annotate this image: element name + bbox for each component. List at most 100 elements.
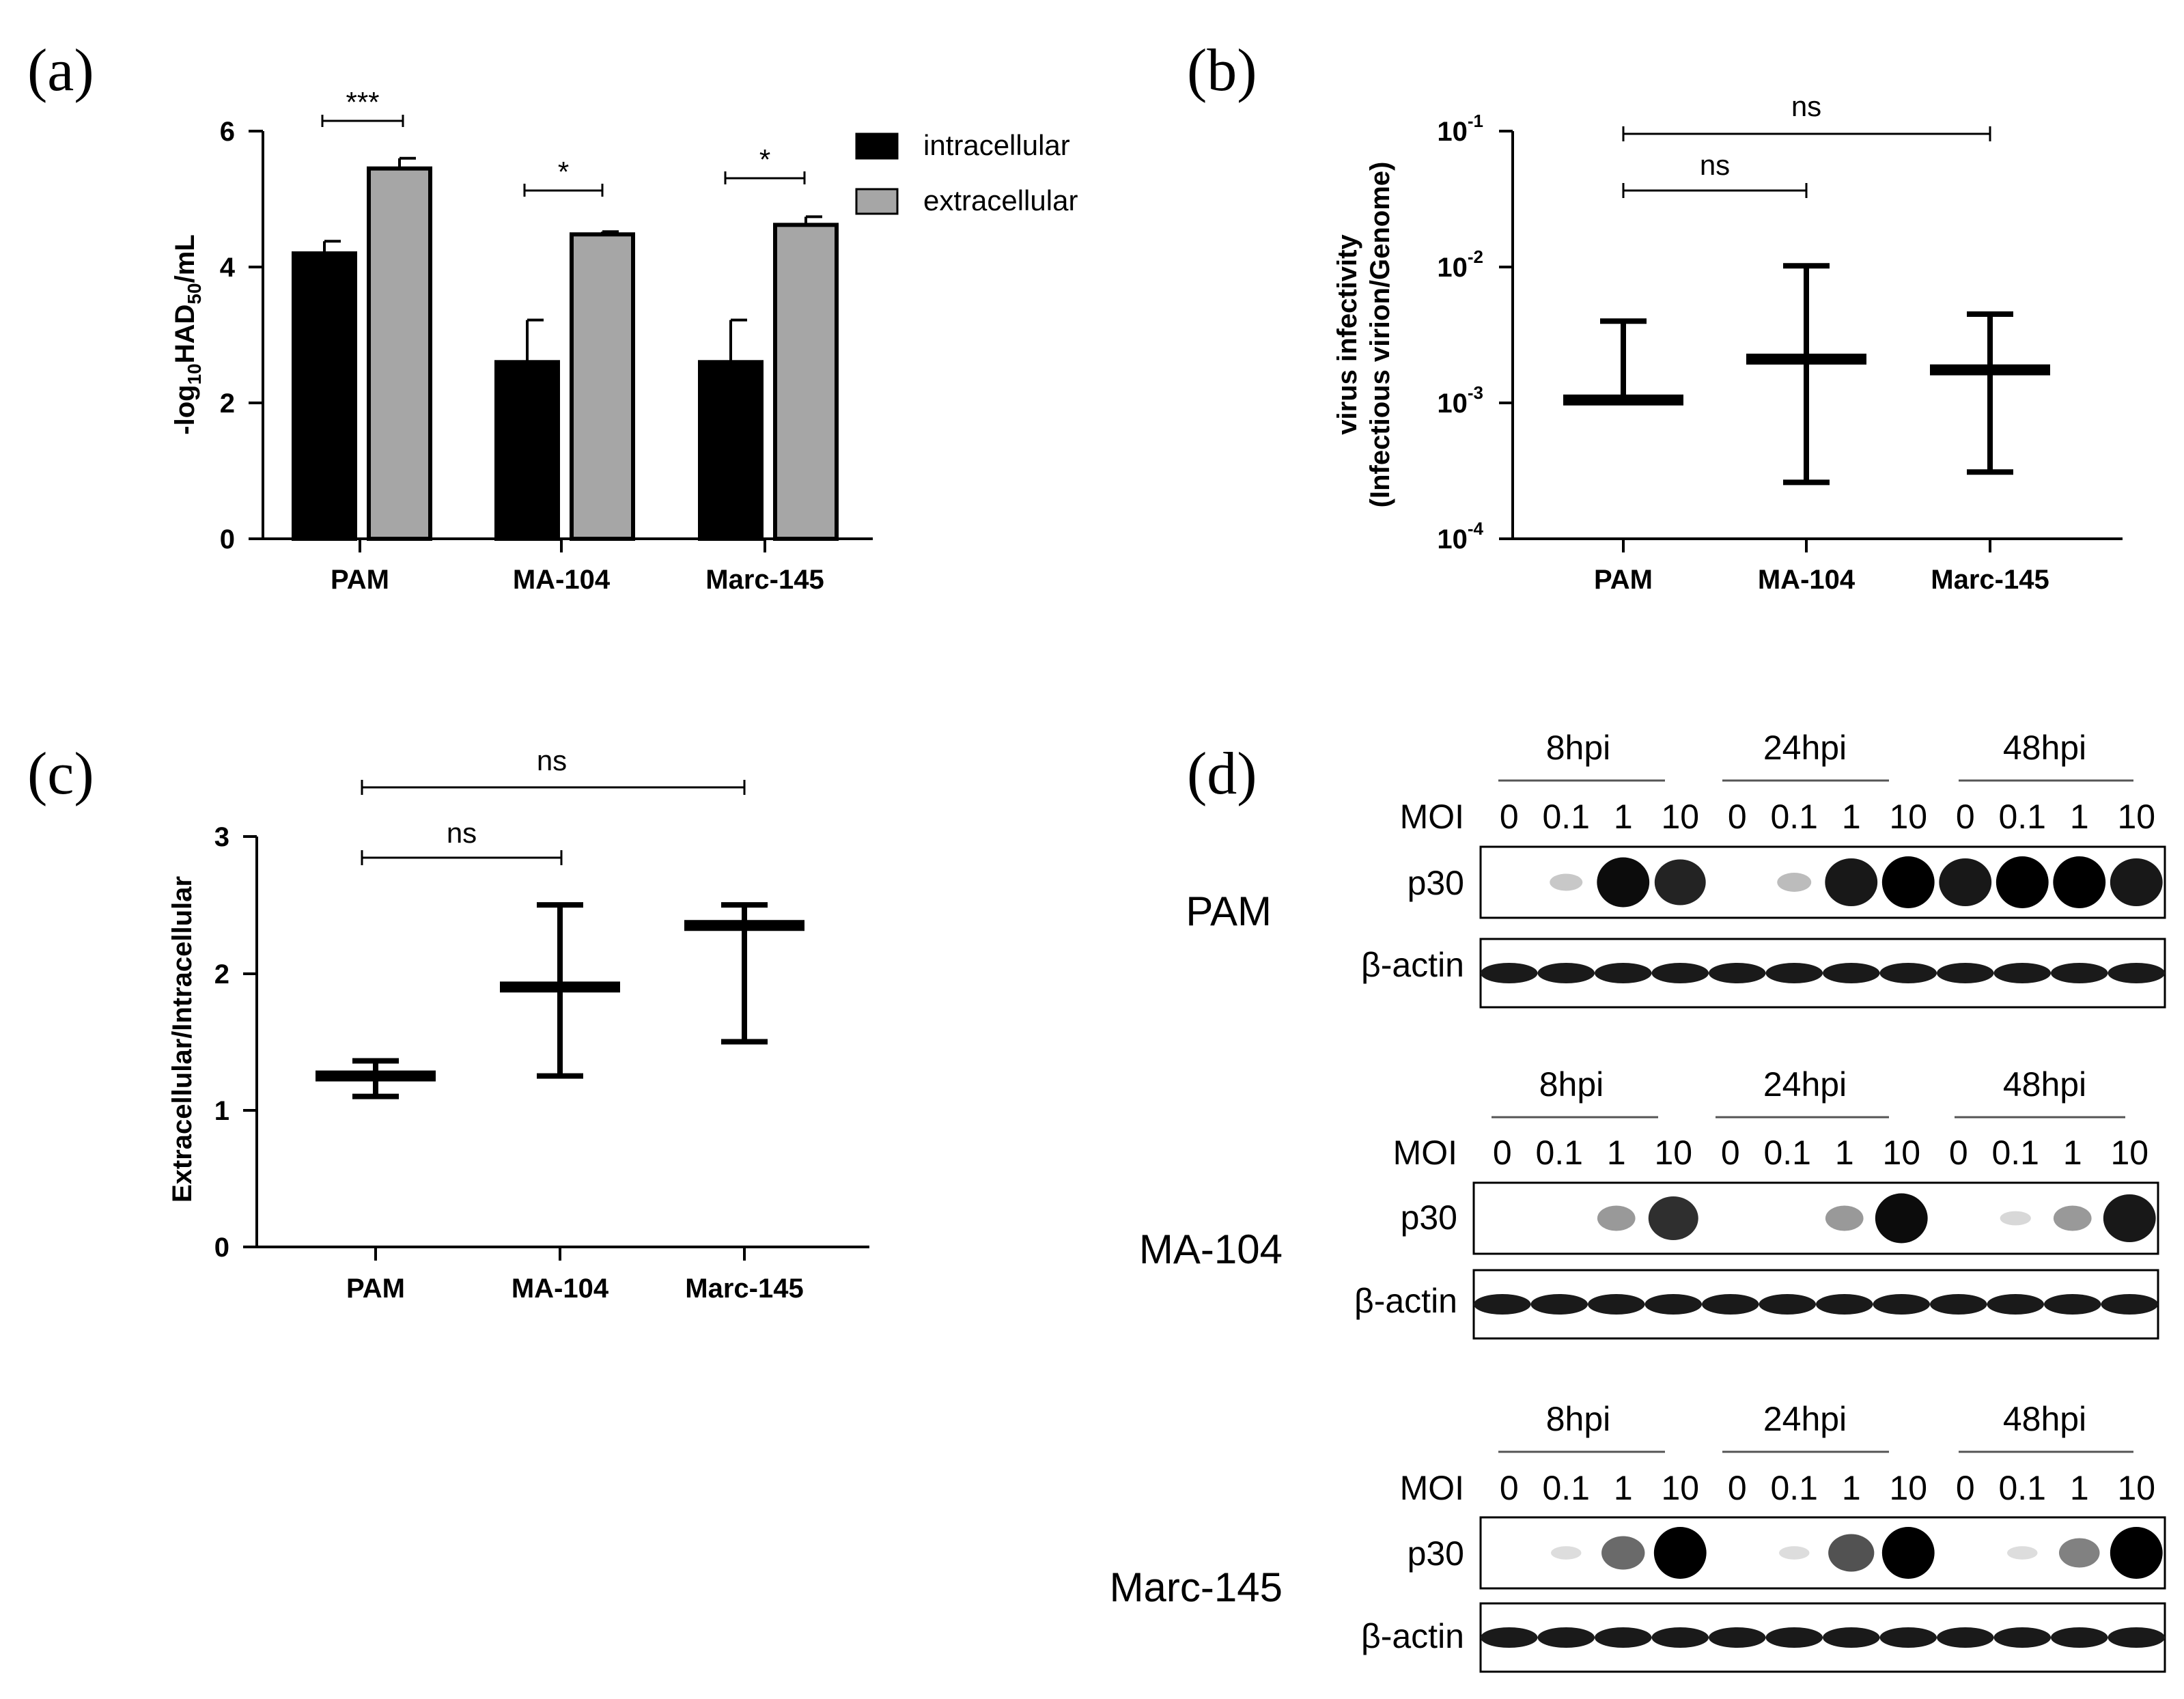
actin-band [1595,1627,1652,1648]
moi-value: 1 [1607,1134,1626,1172]
p30-band [2053,1205,2092,1231]
actin-band [2051,963,2108,983]
actin-membrane [1479,938,2166,1009]
y-tick-label: 0 [220,524,235,554]
p30-membrane-frame [1479,1516,2166,1590]
moi-value: 0 [1728,798,1747,836]
actin-band [2108,963,2165,983]
x-label-c-pam: PAM [346,1274,405,1304]
band-label-actin: β-actin [1354,1282,1457,1320]
actin-band [1588,1294,1645,1315]
p30-band [1825,858,1878,906]
error-bar-intracellular-ma104 [526,318,544,363]
error-bar-extracellular-marc145 [804,215,822,225]
sig-bracket-marc145 [724,171,806,184]
band-label-p30: p30 [1401,1198,1457,1237]
timepoint-label: 48hpi [2003,1400,2086,1438]
y-tick-label: 10-4 [1437,518,1483,554]
p30-membrane [1472,1181,2159,1255]
moi-value: 10 [1882,1134,1920,1172]
p30-band [1597,857,1650,908]
panel-a: (a) 0 2 4 6 -log10HAD50/mL PAM [27,38,1078,595]
moi-value: 10 [2110,1134,2148,1172]
moi-value: 10 [2117,798,2155,836]
moi-value: 0 [1493,1134,1512,1172]
y-tick-label: 10-3 [1437,382,1483,419]
p30-band [1875,1193,1928,1244]
comparison-bracket-b-1 [1622,183,1808,198]
sig-label-pam: *** [346,86,379,118]
p30-band [1777,873,1812,892]
moi-value: 1 [2070,798,2089,836]
moi-value: 10 [1661,798,1699,836]
moi-value: 0 [1728,1469,1747,1507]
comparison-label-c-1: ns [447,817,477,849]
comparison-bracket-c-2 [361,780,746,795]
p30-band [2053,856,2106,908]
actin-band [1709,963,1766,983]
actin-band [1537,1627,1595,1648]
timepoint-label: 8hpi [1546,1400,1611,1438]
comparison-label-b-2: ns [1791,90,1821,122]
actin-band [1937,963,1994,983]
actin-band [2044,1294,2101,1315]
moi-value: 0.1 [1542,798,1590,836]
actin-band [1879,1627,1937,1648]
band-label-p30: p30 [1408,864,1464,902]
actin-band [1765,963,1823,983]
moi-value: 1 [1614,798,1633,836]
p30-band [1996,856,2049,908]
x-label-c-marc145: Marc-145 [685,1274,803,1304]
actin-band [1993,963,2051,983]
p30-band [2110,1527,2163,1579]
y-tick-label: 3 [214,822,229,852]
error-bar-extracellular-ma104 [601,230,619,235]
blot-pam: PAM 8hpi 24hpi 48hpi MOI 0 0.1 1 10 0 0.1 1 10 0… [1186,729,2166,1009]
x-label-ma104: MA-104 [513,565,611,595]
x-label-pam: PAM [331,565,389,595]
moi-value: 0.1 [1998,1469,2046,1507]
p30-band [2006,1546,2038,1560]
p30-band [1881,856,1935,908]
legend-swatch-extracellular [855,188,899,215]
timepoint-label: 24hpi [1763,729,1847,767]
actin-band [1481,1627,1538,1648]
bar-extracellular-pam [367,166,432,542]
error-bar-intracellular-pam [323,240,341,254]
band-label-p30: p30 [1408,1534,1464,1573]
moi-value: 1 [2063,1134,2082,1172]
timepoint-label: 24hpi [1763,1400,1847,1438]
legend-label-extracellular: extracellular [923,184,1078,216]
bar-extracellular-ma104 [570,232,635,541]
x-label-marc145: Marc-145 [705,565,824,595]
moi-value: 0.1 [1991,1134,2039,1172]
actin-band [1873,1294,1930,1315]
moi-value: 0.1 [1770,1469,1818,1507]
moi-value: 0 [1949,1134,1968,1172]
panel-letter-d: (d) [1187,741,1257,807]
y-tick-label: 2 [214,959,229,989]
timepoint-label: 24hpi [1763,1065,1847,1104]
x-label-b-ma104: MA-104 [1758,565,1856,595]
y-tick-label: 10-1 [1437,111,1483,147]
moi-label: MOI [1400,1469,1464,1507]
timepoint-label: 8hpi [1539,1065,1604,1104]
actin-band [2101,1294,2158,1315]
actin-band [1651,1627,1709,1648]
cell-label-marc145: Marc-145 [1110,1564,1283,1610]
actin-band [2051,1627,2108,1648]
p30-band [2000,1211,2031,1226]
y-tick-label: 4 [220,253,236,283]
actin-band [1702,1294,1759,1315]
y-axis-title-b-line2: (Infectious virion/Genome) [1365,162,1395,508]
y-ticks-a: 0 2 4 6 [220,117,263,554]
legend-a: intracellular extracellular [855,129,1078,216]
sig-bracket-pam [321,115,404,127]
comparison-label-c-2: ns [537,744,567,776]
actin-band [1709,1627,1766,1648]
bar-intracellular-marc145 [698,360,764,541]
actin-band [1879,963,1937,983]
moi-value: 1 [1842,798,1861,836]
panel-d: (d) PAM 8hpi 24hpi 48hpi MOI 0 0.1 1 10 0 0.1… [1110,729,2166,1673]
